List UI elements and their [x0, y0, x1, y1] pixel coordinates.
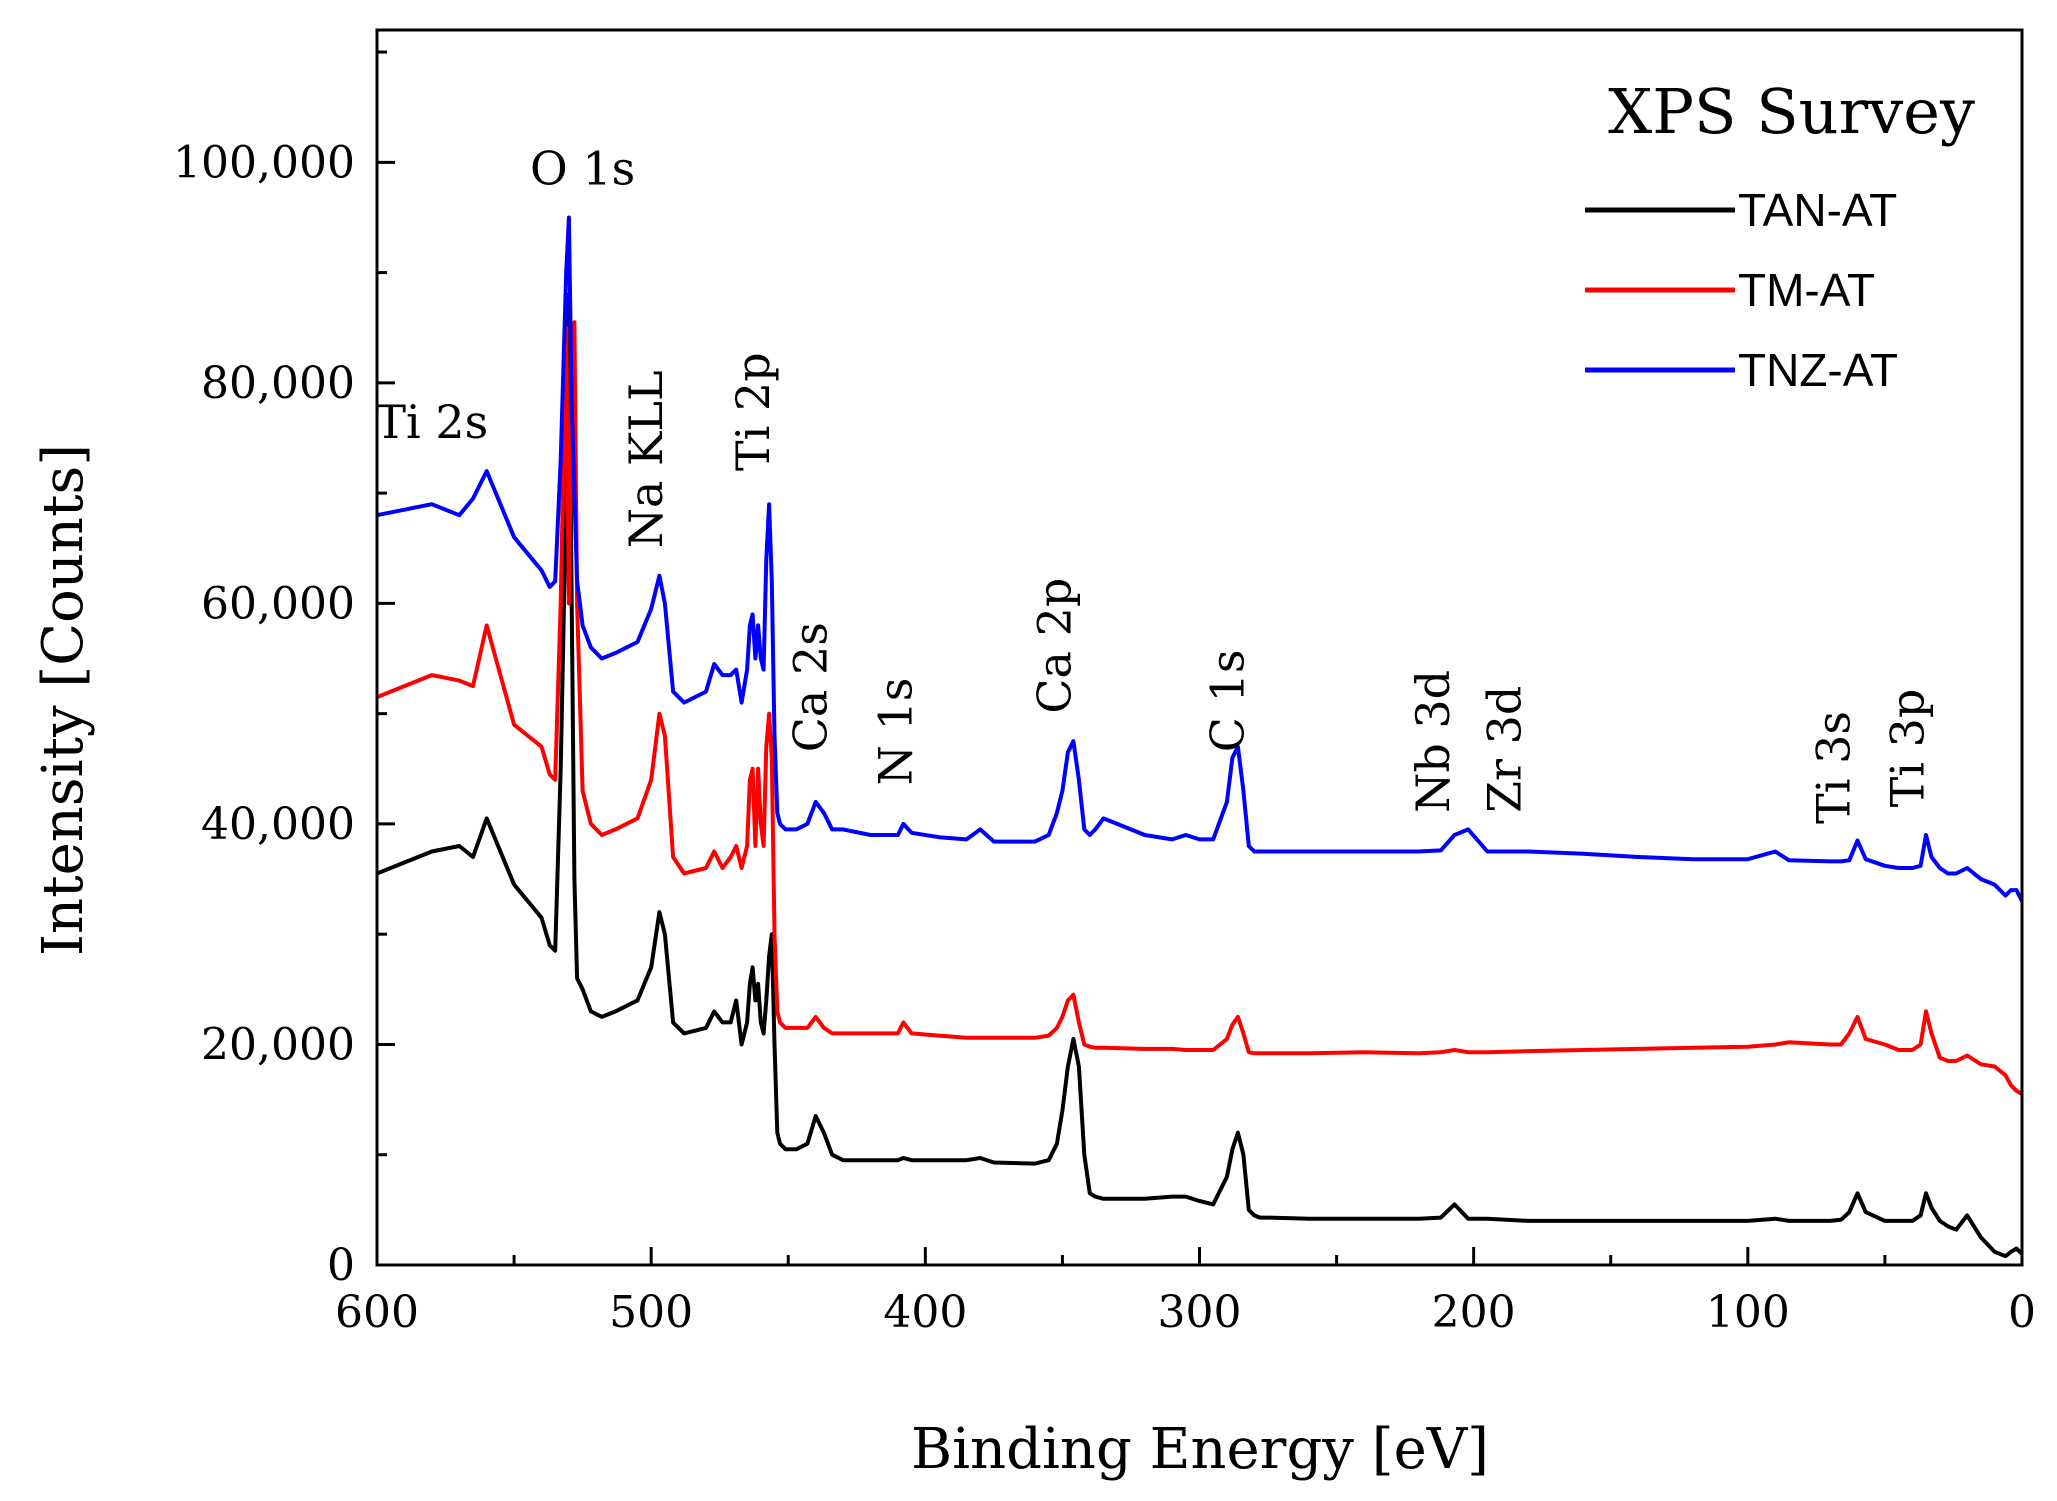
- x-tick-label: 100: [1706, 1287, 1790, 1338]
- x-tick-label: 500: [609, 1287, 693, 1338]
- series-layer: [376, 215, 2024, 1259]
- peak-label-ca-2s: Ca 2s: [784, 622, 838, 752]
- y-tick-label: 0: [327, 1240, 355, 1291]
- legend-label-tnz-at: TNZ-AT: [1738, 344, 1898, 396]
- peak-label-c-1s: C 1s: [1200, 650, 1254, 753]
- peak-labels: Ti 2s O 1s Na KLL Ti 2p Ca 2s N 1s Ca 2p C 1s Nb…: [375, 141, 1934, 824]
- peak-label-ti-3s: Ti 3s: [1806, 711, 1860, 824]
- x-tick-label: 400: [883, 1287, 967, 1338]
- y-tick-label: 100,000: [173, 137, 355, 188]
- peak-label-ti-2p: Ti 2p: [726, 352, 780, 471]
- y-axis-title: Intensity [Counts]: [31, 444, 96, 956]
- y-tick-label: 60,000: [201, 578, 355, 629]
- peak-label-o-1s: O 1s: [530, 141, 635, 195]
- peak-label-ti-3p: Ti 3p: [1880, 689, 1934, 808]
- series-line-tm-at: [376, 320, 2024, 1096]
- chart-title: XPS Survey: [1608, 75, 1975, 148]
- x-axis-title: Binding Energy [eV]: [911, 1417, 1489, 1482]
- peak-label-na-kll: Na KLL: [619, 370, 673, 548]
- legend-label-tan-at: TAN-AT: [1738, 184, 1897, 236]
- x-tick-label: 0: [2008, 1287, 2036, 1338]
- series-line-tnz-at: [376, 215, 2024, 902]
- peak-label-zr-3d: Zr 3d: [1477, 686, 1531, 813]
- peak-label-nb-3d: Nb 3d: [1406, 670, 1460, 813]
- y-axis: 0 20,000 40,000 60,000 80,000 100,000: [173, 50, 395, 1291]
- x-tick-label: 600: [335, 1287, 419, 1338]
- x-tick-label: 300: [1158, 1287, 1242, 1338]
- y-tick-label: 20,000: [201, 1019, 355, 1070]
- peak-label-ca-2p: Ca 2p: [1028, 578, 1082, 714]
- x-axis: 600 500 400 300 200 100 0: [335, 1247, 2036, 1338]
- series-line-tan-at: [376, 292, 2024, 1259]
- peak-label-ti-2s: Ti 2s: [375, 395, 488, 449]
- legend-label-tm-at: TM-AT: [1738, 264, 1875, 316]
- y-tick-label: 80,000: [201, 358, 355, 409]
- y-tick-label: 40,000: [201, 799, 355, 850]
- peak-label-n-1s: N 1s: [869, 678, 923, 786]
- legend: TAN-AT TM-AT TNZ-AT: [1585, 184, 1898, 396]
- x-tick-label: 200: [1432, 1287, 1516, 1338]
